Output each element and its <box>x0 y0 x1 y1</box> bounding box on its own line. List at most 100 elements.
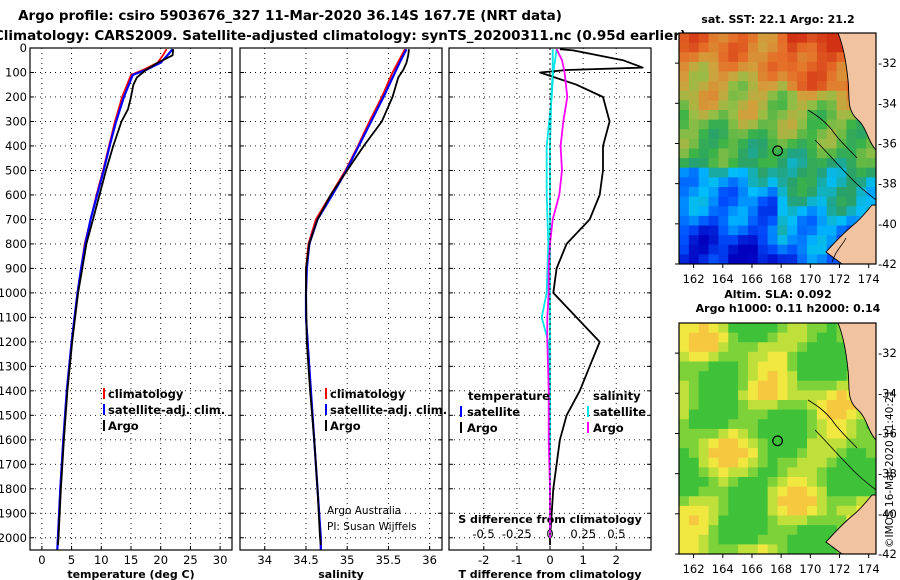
heatmap-cell <box>797 515 808 526</box>
heatmap-cell <box>836 71 847 82</box>
depth-tick-label: 300 <box>5 114 27 128</box>
heatmap-cell <box>856 196 867 207</box>
heatmap-cell <box>757 110 769 121</box>
heatmap-cell <box>816 225 828 236</box>
heatmap-cell <box>698 409 709 420</box>
heatmap-cell <box>708 400 719 411</box>
heatmap-cell <box>826 52 837 63</box>
heatmap-cell <box>679 486 690 497</box>
heatmap-cell <box>807 428 818 439</box>
heatmap-cell <box>718 129 729 140</box>
heatmap-cell <box>728 351 739 362</box>
heatmap-cell <box>728 71 739 82</box>
heatmap-cell <box>826 419 837 430</box>
heatmap-cell <box>777 380 788 391</box>
heatmap-cell <box>728 90 739 101</box>
heatmap-cell <box>816 380 828 391</box>
heatmap-cell <box>777 138 788 149</box>
heatmap-cell <box>757 515 769 526</box>
heatmap-cell <box>826 380 837 391</box>
heatmap-cell <box>698 361 709 372</box>
sst-map: sat. SST: 22.1 Argo: 21.2 162 164 166 168 17… <box>675 13 897 286</box>
heatmap-cell <box>767 100 778 111</box>
heatmap-cell <box>698 90 709 101</box>
heatmap-cell <box>856 177 867 188</box>
sst-map-heatmap <box>679 33 877 265</box>
heatmap-cell <box>688 323 700 334</box>
lat-tick-label: -32 <box>878 56 897 70</box>
legend-label: Argo <box>330 419 361 433</box>
heatmap-cell <box>826 477 837 488</box>
heatmap-cell <box>718 225 729 236</box>
heatmap-cell <box>826 148 837 159</box>
heatmap-cell <box>846 148 857 159</box>
heatmap-cell <box>816 400 828 411</box>
x-tick-label: 35.5 <box>376 553 402 567</box>
heatmap-cell <box>856 206 867 217</box>
heatmap-cell <box>777 351 788 362</box>
heatmap-cell <box>718 100 729 111</box>
heatmap-cell <box>797 235 808 246</box>
heatmap-cell <box>807 110 818 121</box>
heatmap-cell <box>728 371 739 382</box>
heatmap-cell <box>718 342 729 353</box>
heatmap-cell <box>718 332 729 343</box>
heatmap-cell <box>836 477 847 488</box>
heatmap-cell <box>807 361 818 372</box>
heatmap-cell <box>826 323 837 334</box>
heatmap-cell <box>718 419 729 430</box>
heatmap-cell <box>688 148 700 159</box>
depth-tick-label: 1800 <box>0 482 27 496</box>
heatmap-cell <box>708 448 719 459</box>
heatmap-cell <box>816 129 828 140</box>
heatmap-cell <box>816 438 828 449</box>
heatmap-cell <box>718 361 729 372</box>
heatmap-cell <box>688 419 700 430</box>
heatmap-cell <box>688 496 700 507</box>
heatmap-cell <box>708 119 719 130</box>
heatmap-cell <box>807 42 818 53</box>
heatmap-cell <box>738 428 749 439</box>
lat-tick-label: -36 <box>878 136 897 150</box>
heatmap-cell <box>767 254 778 265</box>
lon-tick-label: 164 <box>712 272 734 286</box>
heatmap-cell <box>757 244 769 255</box>
heatmap-cell <box>816 42 828 53</box>
heatmap-cell <box>757 505 769 516</box>
imos-watermark: ©IMOS 16-Mar-2020 11:40:21 <box>884 390 896 548</box>
depth-tick-label: 400 <box>5 139 27 153</box>
heatmap-cell <box>747 371 759 382</box>
heatmap-cell <box>777 438 788 449</box>
heatmap-cell <box>836 110 847 121</box>
heatmap-cell <box>718 167 729 178</box>
heatmap-cell <box>728 428 739 439</box>
heatmap-cell <box>738 33 749 44</box>
heatmap-cell <box>816 71 828 82</box>
heatmap-cell <box>787 90 798 101</box>
heatmap-cell <box>747 544 759 555</box>
heatmap-cell <box>826 90 837 101</box>
heatmap-cell <box>679 100 690 111</box>
heatmap-cell <box>679 52 690 63</box>
x-tick-label: 0 <box>38 553 45 567</box>
heatmap-cell <box>728 119 739 130</box>
sla-map-frame <box>678 322 877 555</box>
heatmap-cell <box>767 534 778 545</box>
heatmap-cell <box>787 196 798 207</box>
heatmap-cell <box>747 187 759 198</box>
heatmap-cell <box>807 244 818 255</box>
heatmap-cell <box>777 206 788 217</box>
heatmap-cell <box>698 235 709 246</box>
heatmap-cell <box>708 138 719 149</box>
heatmap-cell <box>708 505 719 516</box>
legend-s-satellite: satellite <box>593 405 646 419</box>
heatmap-cell <box>738 52 749 63</box>
heatmap-cell <box>777 158 788 169</box>
legend-t-satellite: satellite <box>467 405 520 419</box>
heatmap-cell <box>708 534 719 545</box>
heatmap-cell <box>718 390 729 401</box>
heatmap-cell <box>846 467 857 478</box>
heatmap-cell <box>797 90 808 101</box>
heatmap-cell <box>816 177 828 188</box>
heatmap-cell <box>698 158 709 169</box>
